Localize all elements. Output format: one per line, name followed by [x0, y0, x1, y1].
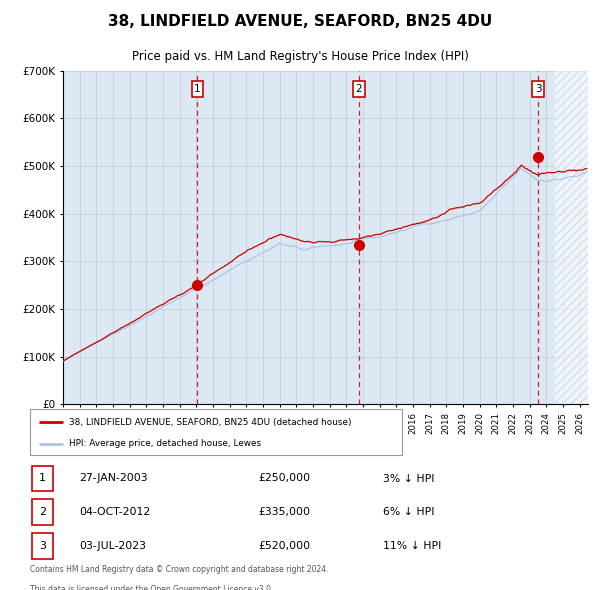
FancyBboxPatch shape	[32, 499, 53, 525]
Text: 38, LINDFIELD AVENUE, SEAFORD, BN25 4DU: 38, LINDFIELD AVENUE, SEAFORD, BN25 4DU	[108, 14, 492, 29]
Text: 3% ↓ HPI: 3% ↓ HPI	[383, 474, 434, 483]
Bar	[554, 71, 588, 404]
FancyBboxPatch shape	[30, 409, 402, 455]
FancyBboxPatch shape	[32, 533, 53, 559]
Text: HPI: Average price, detached house, Lewes: HPI: Average price, detached house, Lewe…	[69, 439, 261, 448]
Text: 03-JUL-2023: 03-JUL-2023	[79, 542, 146, 551]
Text: £250,000: £250,000	[258, 474, 310, 483]
Text: 27-JAN-2003: 27-JAN-2003	[79, 474, 148, 483]
Text: 04-OCT-2012: 04-OCT-2012	[79, 507, 150, 517]
Text: 1: 1	[39, 474, 46, 483]
Text: 2: 2	[356, 84, 362, 94]
Text: 2: 2	[39, 507, 46, 517]
FancyBboxPatch shape	[32, 466, 53, 491]
Text: 6% ↓ HPI: 6% ↓ HPI	[383, 507, 434, 517]
Text: Price paid vs. HM Land Registry's House Price Index (HPI): Price paid vs. HM Land Registry's House …	[131, 50, 469, 63]
Text: 11% ↓ HPI: 11% ↓ HPI	[383, 542, 441, 551]
Text: 3: 3	[39, 542, 46, 551]
Text: This data is licensed under the Open Government Licence v3.0.: This data is licensed under the Open Gov…	[30, 585, 274, 590]
Text: £520,000: £520,000	[258, 542, 310, 551]
Text: 3: 3	[535, 84, 541, 94]
Text: 1: 1	[194, 84, 201, 94]
Text: Contains HM Land Registry data © Crown copyright and database right 2024.: Contains HM Land Registry data © Crown c…	[30, 565, 329, 574]
Text: £335,000: £335,000	[258, 507, 310, 517]
Text: 38, LINDFIELD AVENUE, SEAFORD, BN25 4DU (detached house): 38, LINDFIELD AVENUE, SEAFORD, BN25 4DU …	[69, 418, 352, 427]
